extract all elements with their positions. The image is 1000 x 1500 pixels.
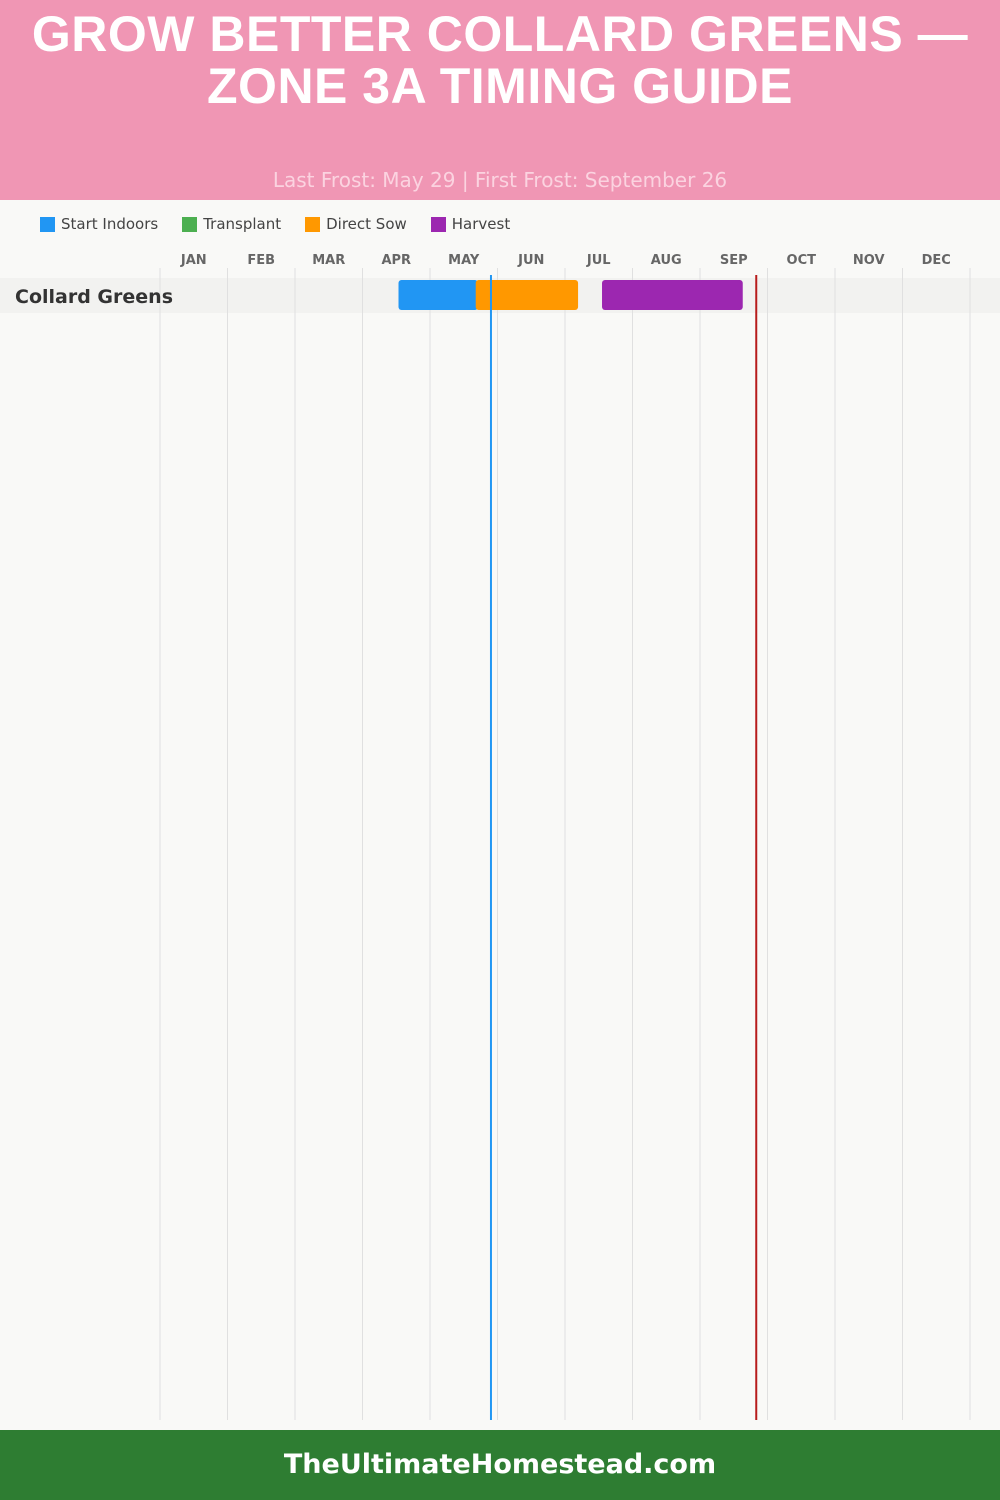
planting-timeline-chart: JAN FEB MAR APR MAY JUN JUL AUG SEP OCT NOV DEC Coll…: [0, 253, 1000, 1420]
month-label: MAR: [312, 253, 345, 268]
legend-label: Transplant: [203, 215, 282, 233]
legend: Start Indoors Transplant Direct Sow Harv…: [40, 215, 510, 233]
legend-item-direct-sow: Direct Sow: [305, 215, 407, 233]
month-label: DEC: [922, 253, 951, 268]
legend-swatch: [430, 216, 446, 232]
month-label: MAY: [448, 253, 480, 268]
legend-label: Start Indoors: [61, 215, 159, 233]
bar-start-indoors: [398, 280, 478, 310]
month-label: FEB: [247, 253, 275, 268]
frost-dates-subtitle: Last Frost: May 29 | First Frost: Septem…: [272, 168, 728, 192]
legend-swatch: [40, 216, 55, 232]
legend-item-transplant: Transplant: [182, 215, 281, 233]
page-title: GROW BETTER COLLARD GREENS — ZONE 3A TIM…: [31, 6, 969, 114]
legend-label: Direct Sow: [326, 215, 407, 233]
legend-item-harvest: Harvest: [430, 215, 511, 233]
month-label: AUG: [651, 253, 682, 268]
header: GROW BETTER COLLARD GREENS — ZONE 3A TIM…: [0, 0, 1000, 200]
month-label: JUN: [517, 253, 544, 268]
legend-item-start-indoors: Start Indoors: [40, 215, 158, 233]
legend-swatch: [305, 216, 321, 232]
month-label: OCT: [787, 253, 817, 268]
month-label: JAN: [180, 253, 207, 268]
legend-label: Harvest: [451, 215, 511, 233]
bar-direct-sow: [475, 280, 579, 310]
footer: TheUltimateHomestead.com: [0, 1430, 1000, 1500]
legend-swatch: [182, 216, 198, 232]
month-label: APR: [381, 253, 411, 268]
month-label: SEP: [720, 253, 748, 268]
bar-harvest: [602, 280, 743, 310]
month-label: JUL: [586, 253, 611, 268]
footer-site-link[interactable]: TheUltimateHomestead.com: [283, 1449, 717, 1480]
month-label: NOV: [853, 253, 885, 268]
crop-label: Collard Greens: [15, 286, 173, 308]
